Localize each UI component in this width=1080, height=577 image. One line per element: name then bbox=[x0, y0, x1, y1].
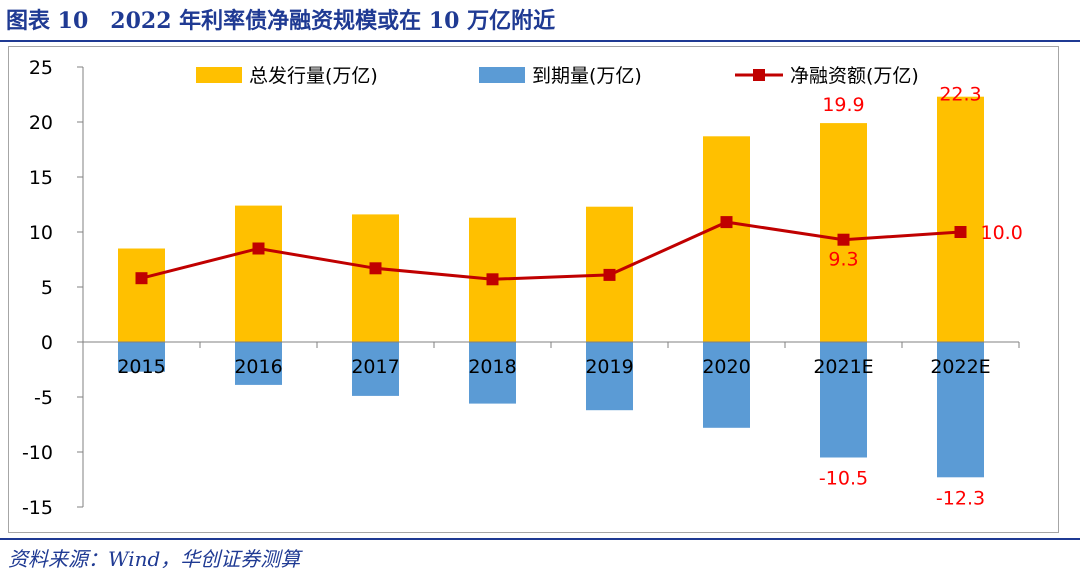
net-financing-line bbox=[141, 220, 961, 281]
net-financing-point-2015 bbox=[135, 272, 148, 285]
issuance-label-2021E: 19.9 bbox=[822, 94, 864, 116]
net-financing-point-2018 bbox=[486, 273, 499, 286]
y-tick-label: -15 bbox=[22, 497, 53, 519]
maturity-bar-2017 bbox=[352, 342, 399, 396]
legend-net-marker bbox=[753, 69, 765, 81]
figure-number: 图表 10 bbox=[6, 8, 89, 34]
maturity-bar-2016 bbox=[235, 342, 282, 385]
bottom-divider bbox=[0, 538, 1080, 540]
y-tick-label: 15 bbox=[29, 167, 53, 189]
issuance-label-2022E: 22.3 bbox=[939, 84, 981, 106]
maturity-bar-2021E bbox=[820, 342, 867, 458]
net-financing-point-2021E bbox=[837, 233, 850, 246]
x-tick-label: 2021E bbox=[813, 356, 873, 378]
figure-title: 图表 10 2022 年利率债净融资规模或在 10 万亿附近 bbox=[6, 4, 577, 38]
net-financing-point-2016 bbox=[252, 242, 265, 255]
maturity-label-2021E: -10.5 bbox=[819, 468, 868, 490]
net-financing-point-2019 bbox=[603, 268, 616, 281]
x-tick-label: 2016 bbox=[234, 356, 282, 378]
maturity-bar-2018 bbox=[469, 342, 516, 404]
maturity-bar-2019 bbox=[586, 342, 633, 411]
maturity-bar-2022E bbox=[937, 342, 984, 478]
issuance-bar-2020 bbox=[703, 136, 750, 342]
net-label-2022E: 10.0 bbox=[981, 222, 1023, 244]
net-financing-point-2022E bbox=[954, 226, 967, 238]
maturity-bar-2020 bbox=[703, 342, 750, 428]
legend-issuance-label: 总发行量(万亿) bbox=[249, 65, 378, 87]
net-financing-point-2020 bbox=[720, 216, 733, 229]
issuance-bar-2016 bbox=[235, 205, 282, 342]
x-tick-label: 2015 bbox=[117, 356, 165, 378]
net-label-2021E: 9.3 bbox=[828, 249, 858, 271]
title-divider bbox=[0, 40, 1080, 42]
legend-maturity-label: 到期量(万亿) bbox=[532, 65, 642, 87]
issuance-bar-2022E bbox=[937, 96, 984, 342]
x-tick-label: 2019 bbox=[585, 356, 633, 378]
y-tick-label: -10 bbox=[22, 442, 53, 464]
issuance-bar-2021E bbox=[820, 123, 867, 342]
chart-frame: 25 20 15 10 5 0 -5 -10 -15 2015 2016 2017 2018 2019 20… bbox=[8, 46, 1059, 533]
x-tick-label: 2022E bbox=[930, 356, 990, 378]
y-tick-label: 10 bbox=[29, 222, 53, 244]
legend-issuance-swatch bbox=[196, 67, 242, 83]
x-tick-label: 2018 bbox=[468, 356, 516, 378]
figure-title-text: 2022 年利率债净融资规模或在 10 万亿附近 bbox=[110, 8, 556, 34]
legend-net-label: 净融资额(万亿) bbox=[790, 65, 919, 87]
issuance-bar-2017 bbox=[352, 214, 399, 342]
issuance-bar-2015 bbox=[118, 248, 165, 342]
maturity-bar-2015 bbox=[118, 342, 165, 372]
x-tick-label: 2017 bbox=[351, 356, 399, 378]
maturity-label-2022E: -12.3 bbox=[936, 487, 985, 509]
y-tick-label: 5 bbox=[41, 277, 53, 299]
x-tick-label: 2020 bbox=[702, 356, 750, 378]
y-tick-label: 25 bbox=[29, 57, 53, 79]
y-tick-label: 20 bbox=[29, 112, 53, 134]
y-tick-label: -5 bbox=[34, 387, 53, 409]
source-note: 资料来源：Wind，华创证券测算 bbox=[8, 547, 301, 571]
legend-maturity-swatch bbox=[479, 67, 525, 83]
y-tick-label: 0 bbox=[41, 332, 53, 354]
net-financing-point-2017 bbox=[369, 262, 382, 275]
